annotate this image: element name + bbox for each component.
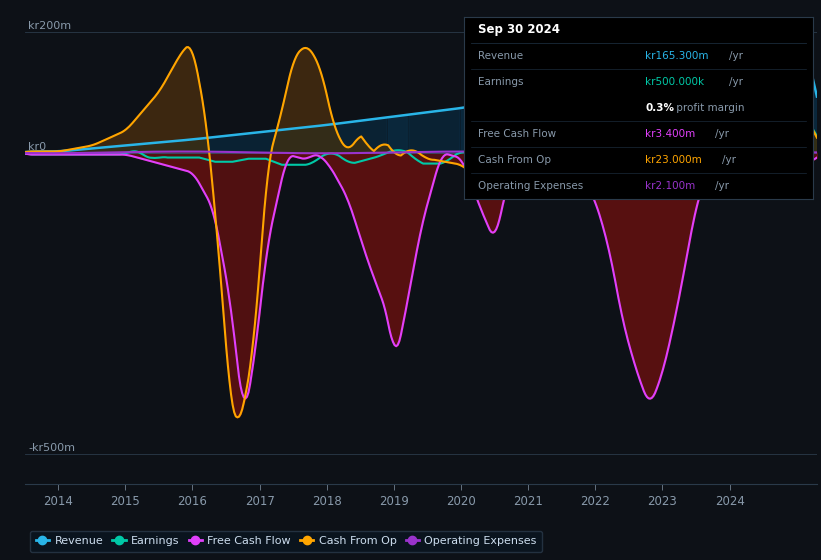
Text: kr2.100m: kr2.100m bbox=[645, 181, 695, 191]
Text: kr200m: kr200m bbox=[28, 21, 71, 31]
Legend: Revenue, Earnings, Free Cash Flow, Cash From Op, Operating Expenses: Revenue, Earnings, Free Cash Flow, Cash … bbox=[30, 531, 543, 552]
Text: /yr: /yr bbox=[715, 181, 729, 191]
Text: Revenue: Revenue bbox=[478, 51, 523, 61]
Text: kr23.000m: kr23.000m bbox=[645, 155, 702, 165]
Text: /yr: /yr bbox=[729, 77, 743, 87]
Text: /yr: /yr bbox=[722, 155, 736, 165]
Text: Operating Expenses: Operating Expenses bbox=[478, 181, 583, 191]
Text: Earnings: Earnings bbox=[478, 77, 523, 87]
Text: Sep 30 2024: Sep 30 2024 bbox=[478, 24, 560, 36]
Text: /yr: /yr bbox=[715, 129, 729, 139]
Text: Free Cash Flow: Free Cash Flow bbox=[478, 129, 556, 139]
Text: -kr500m: -kr500m bbox=[28, 443, 75, 453]
Text: kr500.000k: kr500.000k bbox=[645, 77, 704, 87]
Text: kr165.300m: kr165.300m bbox=[645, 51, 709, 61]
Text: Cash From Op: Cash From Op bbox=[478, 155, 551, 165]
Text: profit margin: profit margin bbox=[673, 103, 745, 113]
Text: /yr: /yr bbox=[729, 51, 743, 61]
Text: kr0: kr0 bbox=[28, 142, 46, 152]
Text: 0.3%: 0.3% bbox=[645, 103, 674, 113]
Text: kr3.400m: kr3.400m bbox=[645, 129, 695, 139]
